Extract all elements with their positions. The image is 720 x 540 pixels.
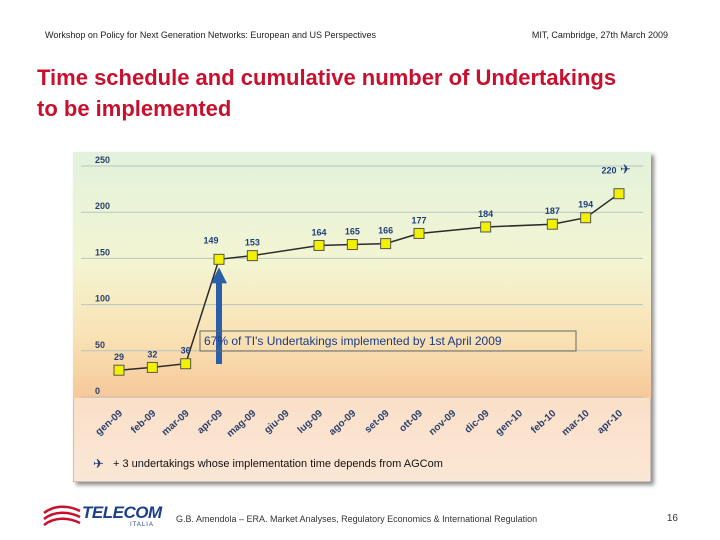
y-tick-label-250: 250 (95, 155, 110, 165)
data-marker-set-09 (380, 238, 392, 250)
data-marker-gen-09 (113, 364, 125, 376)
legend-note-text: + 3 undertakings whose implementation ti… (113, 458, 443, 470)
annotation-arrow-shaft (216, 281, 222, 364)
data-marker-dic-09 (480, 221, 492, 233)
data-label-ott-09: 177 (411, 215, 426, 225)
annotation-arrow (211, 267, 227, 364)
y-tick-label-50: 50 (95, 340, 105, 350)
y-tick-label-150: 150 (95, 247, 110, 257)
data-label-mag-09: 153 (245, 238, 260, 248)
pin-icon: ✈ (93, 456, 104, 471)
telecom-logo: TELECOM ITALIA (42, 503, 162, 533)
y-axis-ticks: 250 200 150 100 50 0 (95, 155, 110, 396)
chart-container: 250 200 150 100 50 0 gen-09 feb-09 mar-09 apr-09… (73, 152, 651, 482)
y-tick-label-100: 100 (95, 294, 110, 304)
data-label-apr-09: 149 (203, 235, 218, 245)
data-label-feb-10: 187 (545, 206, 560, 216)
logo-text: TELECOM (82, 503, 162, 522)
data-label-set-09: 166 (378, 226, 393, 236)
data-marker-lug-09 (313, 239, 325, 251)
header-right: MIT, Cambridge, 27th March 2009 (531, 30, 668, 40)
header-left: Workshop on Policy for Next Generation N… (45, 30, 376, 40)
gridlines (81, 165, 643, 398)
data-marker-ott-09 (413, 227, 425, 239)
data-label-ago-09: 165 (345, 227, 360, 237)
plot-background (73, 152, 651, 398)
title-line-1: Time schedule and cumulative number of U… (37, 65, 617, 90)
data-label-dic-09: 184 (478, 209, 493, 219)
data-labels: 29 32 36 149 153 164 165 166 177 184 187 194 220 ✈ (114, 163, 631, 362)
data-marker-feb-10 (546, 218, 558, 230)
data-label-gen-09: 29 (114, 352, 124, 362)
y-tick-label-0: 0 (95, 386, 100, 396)
pin-icon: ✈ (620, 163, 631, 178)
data-marker-ago-09 (346, 239, 358, 251)
data-marker-apr-10 (613, 188, 625, 200)
page-number: 16 (666, 513, 678, 524)
footer-text: G.B. Amendola – ERA. Market Analyses, Re… (176, 514, 538, 524)
telecom-logo-icon (43, 505, 81, 527)
legend-note: ✈ + 3 undertakings whose implementation … (93, 456, 443, 471)
data-marker-feb-09 (146, 361, 158, 373)
data-marker-mag-09 (246, 250, 258, 262)
data-marker-mar-10 (580, 212, 592, 224)
y-tick-label-200: 200 (95, 201, 110, 211)
data-label-apr-10: 220 (601, 166, 616, 176)
logo-subtext: ITALIA (130, 522, 154, 528)
data-marker-mar-09 (180, 358, 192, 370)
annotation-arrow-head (211, 267, 227, 284)
data-markers (113, 188, 625, 376)
data-label-mar-09: 36 (181, 346, 191, 356)
title-line-2: to be implemented (37, 96, 232, 121)
data-label-lug-09: 164 (311, 227, 326, 237)
annotation-box: 67% of TI's Undertakings implemented by … (199, 330, 577, 352)
page-title: Time schedule and cumulative number of U… (37, 62, 697, 124)
annotation-text: 67% of TI's Undertakings implemented by … (204, 334, 502, 348)
data-marker-apr-09 (213, 253, 225, 265)
data-label-mar-10: 194 (578, 200, 593, 210)
data-label-feb-09: 32 (147, 349, 157, 359)
